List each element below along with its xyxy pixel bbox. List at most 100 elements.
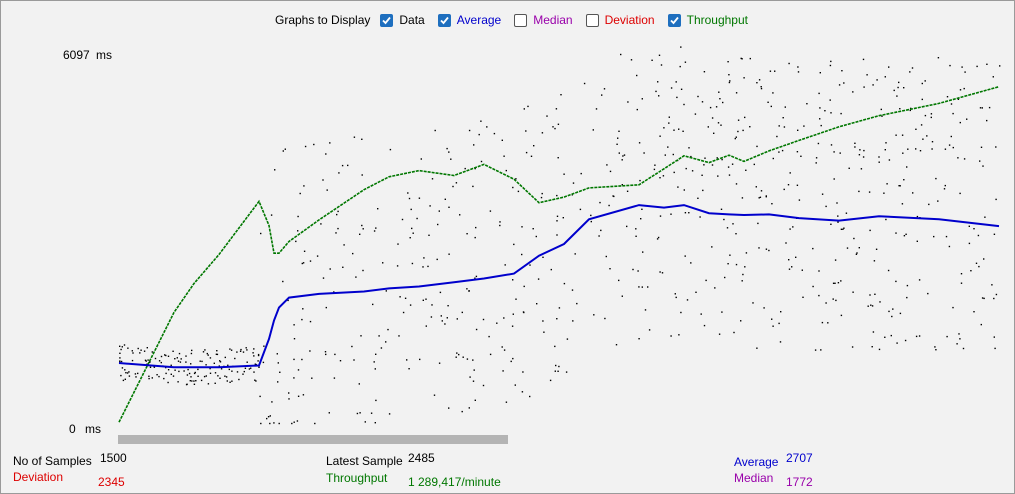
data-point xyxy=(618,130,620,132)
data-point xyxy=(854,146,856,148)
data-point xyxy=(254,379,256,381)
data-point xyxy=(174,369,176,371)
data-point xyxy=(148,375,150,377)
data-point xyxy=(752,302,754,304)
data-point xyxy=(437,223,439,226)
data-checkbox[interactable]: Data xyxy=(380,13,425,27)
data-point xyxy=(657,236,660,239)
data-point xyxy=(704,157,706,159)
data-point xyxy=(397,243,399,245)
throughput-label: Throughput xyxy=(686,13,748,27)
data-point xyxy=(409,237,411,239)
data-point xyxy=(675,81,677,83)
data-point xyxy=(895,232,897,234)
data-point xyxy=(441,320,443,322)
data-point xyxy=(709,106,712,109)
data-point xyxy=(680,311,682,314)
deviation-checkbox[interactable]: Deviation xyxy=(585,13,655,27)
data-point xyxy=(385,341,387,343)
data-point xyxy=(373,361,375,363)
data-point xyxy=(468,407,470,409)
data-point xyxy=(309,260,312,262)
data-point xyxy=(866,74,868,76)
data-point xyxy=(982,165,984,167)
data-point xyxy=(552,126,554,128)
data-point xyxy=(787,184,790,186)
data-point xyxy=(758,197,760,199)
data-point xyxy=(937,57,940,59)
data-point xyxy=(833,151,835,153)
data-point xyxy=(735,183,738,185)
data-point xyxy=(737,130,739,133)
data-point xyxy=(852,291,854,293)
data-point xyxy=(789,228,791,230)
data-point xyxy=(401,218,404,221)
data-point xyxy=(873,260,876,262)
data-point xyxy=(398,335,400,337)
data-point xyxy=(819,107,821,109)
data-point xyxy=(325,306,327,309)
data-point xyxy=(543,331,545,333)
median-checkbox[interactable]: Median xyxy=(514,13,573,27)
data-point xyxy=(488,335,490,338)
data-point xyxy=(121,346,123,348)
data-point xyxy=(194,371,196,374)
data-point xyxy=(695,291,697,293)
data-point xyxy=(621,295,623,297)
data-point xyxy=(991,284,993,286)
data-point xyxy=(124,369,126,371)
data-point xyxy=(734,137,736,140)
data-point xyxy=(496,322,498,324)
data-point xyxy=(297,369,300,371)
data-point xyxy=(229,381,231,383)
data-point xyxy=(984,216,986,218)
data-point xyxy=(361,224,363,227)
data-point xyxy=(711,164,714,166)
data-point xyxy=(885,218,887,221)
data-point xyxy=(557,157,559,159)
data-point xyxy=(301,262,303,265)
data-point xyxy=(618,279,620,282)
data-point xyxy=(267,416,270,418)
data-point xyxy=(255,363,257,366)
data-point xyxy=(556,215,559,217)
data-point xyxy=(983,297,985,300)
data-point xyxy=(328,412,330,414)
data-point xyxy=(216,350,218,352)
data-point xyxy=(229,348,231,350)
data-point xyxy=(729,80,731,82)
data-point xyxy=(845,212,848,214)
data-point xyxy=(830,144,833,146)
average-checkbox[interactable]: Average xyxy=(437,13,501,27)
data-point xyxy=(937,200,939,202)
data-point xyxy=(466,288,468,290)
data-point xyxy=(560,94,562,96)
throughput-checkbox[interactable]: Throughput xyxy=(667,13,748,27)
data-point xyxy=(165,372,167,375)
data-point xyxy=(702,189,704,192)
data-point xyxy=(774,70,776,72)
data-point xyxy=(333,377,336,379)
data-point xyxy=(293,377,295,379)
data-point xyxy=(949,64,951,67)
data-point xyxy=(291,422,293,425)
data-point xyxy=(644,309,647,311)
data-point xyxy=(511,325,514,327)
data-point xyxy=(758,79,761,81)
data-point xyxy=(717,122,720,124)
data-point xyxy=(677,186,679,188)
data-point xyxy=(583,82,586,85)
data-point xyxy=(172,375,175,377)
data-point xyxy=(928,203,930,206)
data-point xyxy=(359,412,361,414)
data-point xyxy=(278,422,280,425)
checkbox-unchecked-icon xyxy=(585,13,599,27)
data-point xyxy=(769,70,772,72)
data-point xyxy=(871,305,874,307)
y-axis-min-unit: ms xyxy=(85,422,101,436)
data-point xyxy=(934,346,936,348)
data-point xyxy=(912,192,914,194)
data-point xyxy=(143,350,146,352)
data-point xyxy=(253,371,255,373)
data-point xyxy=(542,320,544,322)
